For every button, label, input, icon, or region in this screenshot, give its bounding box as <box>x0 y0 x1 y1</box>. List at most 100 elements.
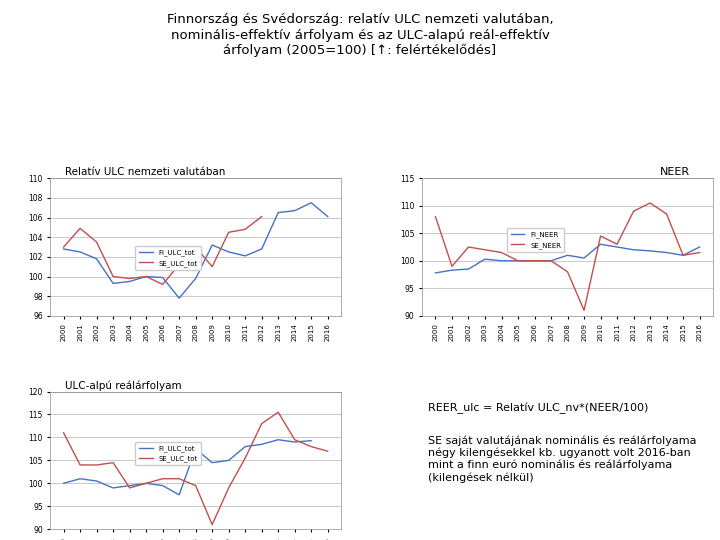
SE_NEER <box>646 200 654 206</box>
SE_ULC_tot <box>142 273 150 280</box>
FI_NEER <box>481 256 490 262</box>
SE_ULC_tot <box>241 226 250 233</box>
FI_NEER <box>563 252 572 259</box>
Legend: FI_ULC_tot, SE_ULC_tot: FI_ULC_tot, SE_ULC_tot <box>135 246 201 270</box>
SE_NEER <box>629 208 638 214</box>
SE_ULC_tot <box>109 273 117 280</box>
FI_ULC_tot <box>175 295 184 301</box>
FI_ULC_tot <box>92 255 101 262</box>
FI_ULC_tot <box>225 457 233 464</box>
FI_ULC_tot <box>241 443 250 450</box>
SE_NEER <box>662 211 671 217</box>
FI_ULC_tot <box>290 207 299 214</box>
FI_ULC_tot <box>225 249 233 255</box>
Line: FI_ULC_tot: FI_ULC_tot <box>63 203 328 298</box>
SE_ULC_tot <box>208 522 217 528</box>
SE_ULC_tot <box>142 480 150 487</box>
SE_NEER <box>596 233 605 239</box>
Text: REER_ulc = Relatív ULC_nv*(NEER/100): REER_ulc = Relatív ULC_nv*(NEER/100) <box>428 402 649 414</box>
SE_NEER <box>546 258 555 264</box>
FI_ULC_tot <box>109 280 117 287</box>
FI_NEER <box>662 249 671 256</box>
SE_ULC_tot <box>208 264 217 270</box>
Text: Finnország és Svédország: relatív ULC nemzeti valutában,
nominális-effektív árfo: Finnország és Svédország: relatív ULC ne… <box>167 14 553 57</box>
FI_ULC_tot <box>76 249 84 255</box>
Line: FI_ULC_tot: FI_ULC_tot <box>63 440 311 495</box>
SE_ULC_tot <box>257 213 266 220</box>
FI_NEER <box>498 258 506 264</box>
SE_NEER <box>613 241 621 247</box>
FI_NEER <box>431 269 440 276</box>
FI_ULC_tot <box>274 436 282 443</box>
Legend: FI_ULC_tot, SE_ULC_tot: FI_ULC_tot, SE_ULC_tot <box>135 442 201 465</box>
SE_ULC_tot <box>257 421 266 427</box>
FI_ULC_tot <box>208 242 217 248</box>
SE_ULC_tot <box>241 455 250 461</box>
SE_ULC_tot <box>158 281 167 288</box>
FI_ULC_tot <box>175 491 184 498</box>
SE_ULC_tot <box>175 261 184 268</box>
FI_NEER <box>530 258 539 264</box>
SE_NEER <box>448 263 456 269</box>
Line: SE_ULC_tot: SE_ULC_tot <box>63 217 261 285</box>
FI_ULC_tot <box>142 273 150 280</box>
FI_ULC_tot <box>323 213 332 220</box>
SE_NEER <box>679 252 688 259</box>
SE_ULC_tot <box>59 244 68 250</box>
SE_NEER <box>696 249 704 256</box>
SE_NEER <box>464 244 473 250</box>
FI_ULC_tot <box>192 275 200 282</box>
FI_ULC_tot <box>307 200 315 206</box>
SE_ULC_tot <box>192 482 200 489</box>
FI_NEER <box>546 258 555 264</box>
SE_NEER <box>530 258 539 264</box>
Legend: FI_NEER, SE_NEER: FI_NEER, SE_NEER <box>507 228 564 252</box>
SE_NEER <box>481 247 490 253</box>
FI_ULC_tot <box>92 478 101 484</box>
Text: SE saját valutájának nominális és reálárfolyama
négy kilengésekkel kb. ugyanott : SE saját valutájának nominális és reálár… <box>428 436 696 483</box>
FI_NEER <box>613 244 621 250</box>
FI_ULC_tot <box>290 439 299 446</box>
SE_NEER <box>513 258 522 264</box>
SE_ULC_tot <box>225 229 233 235</box>
FI_NEER <box>513 258 522 264</box>
SE_ULC_tot <box>92 239 101 245</box>
FI_NEER <box>580 255 588 261</box>
FI_ULC_tot <box>192 446 200 452</box>
SE_ULC_tot <box>59 430 68 436</box>
FI_NEER <box>679 252 688 259</box>
SE_ULC_tot <box>92 462 101 468</box>
SE_ULC_tot <box>175 476 184 482</box>
FI_ULC_tot <box>257 246 266 252</box>
SE_ULC_tot <box>76 462 84 468</box>
FI_ULC_tot <box>76 476 84 482</box>
SE_ULC_tot <box>125 485 134 491</box>
FI_NEER <box>464 266 473 272</box>
Text: Relatív ULC nemzeti valutában: Relatív ULC nemzeti valutában <box>65 167 225 178</box>
FI_ULC_tot <box>125 482 134 489</box>
Line: SE_NEER: SE_NEER <box>436 203 700 310</box>
Text: ULC-alpú reálárfolyam: ULC-alpú reálárfolyam <box>65 380 181 391</box>
FI_ULC_tot <box>274 210 282 216</box>
Line: FI_NEER: FI_NEER <box>436 244 700 273</box>
SE_ULC_tot <box>225 485 233 491</box>
Line: SE_ULC_tot: SE_ULC_tot <box>63 412 328 525</box>
FI_NEER <box>696 244 704 250</box>
FI_ULC_tot <box>158 482 167 489</box>
SE_ULC_tot <box>158 476 167 482</box>
FI_NEER <box>448 267 456 273</box>
FI_NEER <box>629 247 638 253</box>
FI_ULC_tot <box>208 460 217 466</box>
FI_NEER <box>646 248 654 254</box>
SE_ULC_tot <box>323 448 332 455</box>
Text: NEER: NEER <box>660 167 690 178</box>
SE_ULC_tot <box>125 275 134 282</box>
FI_ULC_tot <box>109 485 117 491</box>
SE_ULC_tot <box>192 244 200 250</box>
SE_ULC_tot <box>274 409 282 415</box>
SE_NEER <box>563 268 572 275</box>
SE_NEER <box>498 249 506 256</box>
SE_ULC_tot <box>290 436 299 443</box>
FI_ULC_tot <box>59 246 68 252</box>
FI_ULC_tot <box>59 480 68 487</box>
